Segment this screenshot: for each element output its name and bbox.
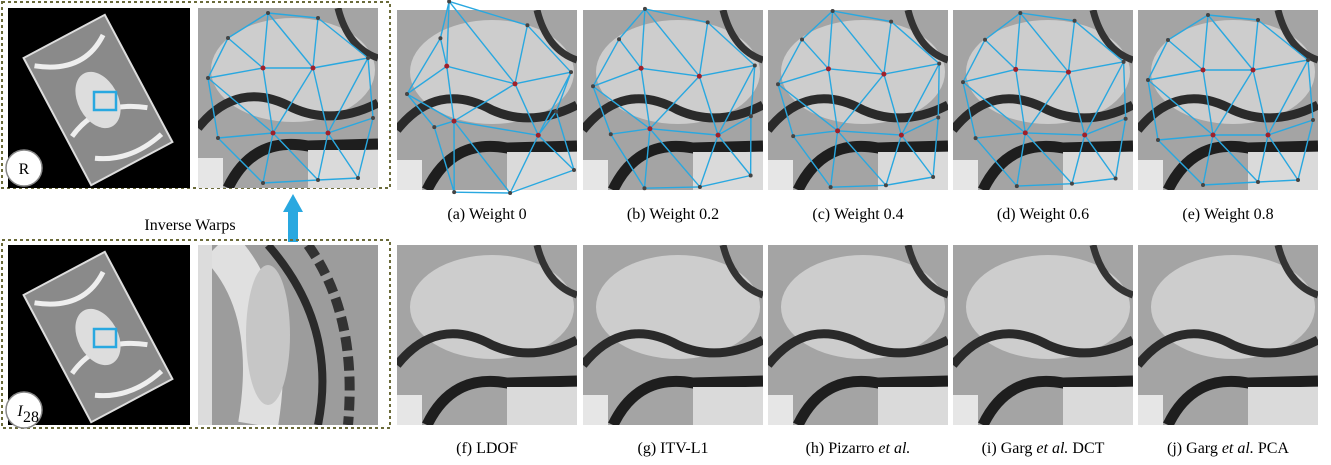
figure: R Inverse Warps I 28 (a) Weight 0 (b) Wei… xyxy=(0,0,1331,465)
target-panel: I 28 xyxy=(2,240,390,428)
caption: (j) Garg et al. PCA xyxy=(1167,440,1289,457)
result-panel: (c) Weight 0.4 xyxy=(768,9,948,223)
caption-part: (d) Weight 0.6 xyxy=(997,206,1089,223)
result-panel: (i) Garg et al. DCT xyxy=(953,245,1133,457)
caption: (e) Weight 0.8 xyxy=(1182,206,1273,223)
caption: (a) Weight 0 xyxy=(447,206,526,223)
caption-part: et al. xyxy=(1036,440,1068,457)
caption: (f) LDOF xyxy=(456,440,518,457)
caption: (i) Garg et al. DCT xyxy=(982,440,1105,457)
result-panel: (h) Pizarro et al. xyxy=(768,245,948,457)
result-panel: (d) Weight 0.6 xyxy=(953,10,1133,223)
reference-label: R xyxy=(19,161,30,178)
caption-part: et al. xyxy=(1222,440,1254,457)
caption: (g) ITV-L1 xyxy=(638,440,709,457)
caption: (h) Pizarro et al. xyxy=(806,440,911,457)
result-panel: (e) Weight 0.8 xyxy=(1138,10,1318,223)
caption-part: (b) Weight 0.2 xyxy=(627,206,719,223)
result-panel: (j) Garg et al. PCA xyxy=(1138,245,1318,457)
caption-part: (j) Garg xyxy=(1167,440,1222,457)
result-panel: (f) LDOF xyxy=(397,245,577,457)
result-panel: (g) ITV-L1 xyxy=(583,245,763,457)
arrow-label: Inverse Warps xyxy=(144,217,235,234)
caption-part: (g) ITV-L1 xyxy=(638,440,709,457)
caption: (b) Weight 0.2 xyxy=(627,206,719,223)
caption-part: (h) Pizarro xyxy=(806,440,879,457)
warp-arrow: Inverse Warps xyxy=(144,194,303,242)
result-panel: (b) Weight 0.2 xyxy=(583,7,763,223)
caption-part: DCT xyxy=(1068,440,1104,457)
caption-part: (i) Garg xyxy=(982,440,1037,457)
reference-panel: R xyxy=(2,2,390,188)
caption-part: (f) LDOF xyxy=(456,440,518,457)
caption: (d) Weight 0.6 xyxy=(997,206,1089,223)
target-subscript: 28 xyxy=(23,409,39,426)
result-panel: (a) Weight 0 xyxy=(397,0,577,223)
caption: (c) Weight 0.4 xyxy=(812,206,903,223)
caption-part: et al. xyxy=(878,440,910,457)
caption-part: PCA xyxy=(1254,440,1290,457)
caption-part: (c) Weight 0.4 xyxy=(812,206,903,223)
caption-part: (e) Weight 0.8 xyxy=(1182,206,1273,223)
caption-part: (a) Weight 0 xyxy=(447,206,526,223)
